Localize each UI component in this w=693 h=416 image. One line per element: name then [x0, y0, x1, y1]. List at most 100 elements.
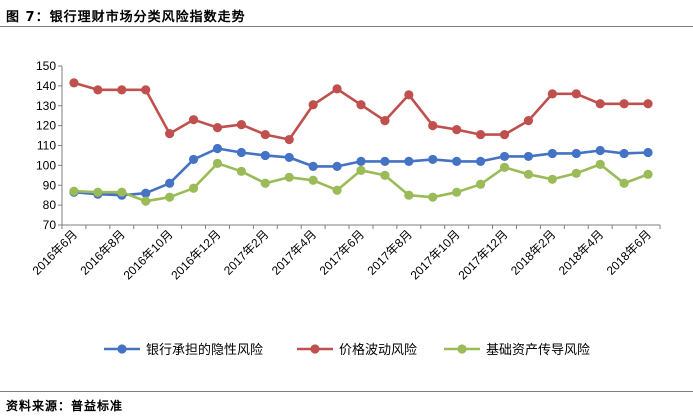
data-point: [571, 89, 581, 99]
data-point: [284, 134, 294, 145]
legend-label: 银行承担的隐性风险: [146, 342, 263, 358]
data-point: [117, 85, 127, 95]
data-point: [476, 129, 486, 140]
data-point: [380, 170, 390, 180]
data-point: [284, 152, 294, 163]
data-point: [643, 147, 653, 158]
x-tick-label: 2017年2月: [221, 227, 271, 277]
y-tick-label: 150: [36, 59, 56, 73]
data-point: [428, 154, 438, 165]
data-point: [141, 85, 151, 95]
data-point: [452, 156, 462, 166]
x-axis-labels: 2016年6月2016年8月2016年10月2016年12月2017年2月201…: [30, 227, 655, 282]
data-point: [308, 175, 318, 185]
data-point: [212, 143, 223, 154]
y-tick-label: 100: [36, 158, 56, 172]
legend-label: 基础资产传导风险: [486, 343, 590, 358]
x-tick-label: 2017年12月: [455, 227, 510, 282]
data-point: [188, 115, 199, 125]
data-point: [332, 161, 342, 171]
data-point: [404, 190, 414, 200]
y-tick-label: 80: [43, 198, 57, 212]
data-point: [260, 129, 270, 140]
axes: 70 80 90 100 110 120 130 140 150: [36, 59, 661, 232]
data-point: [499, 151, 510, 162]
x-tick-label: 2018年6月: [604, 227, 654, 277]
y-tick-label: 90: [43, 178, 57, 192]
y-tick-label: 110: [37, 139, 56, 153]
data-point: [165, 128, 175, 139]
series-markers: [69, 78, 653, 206]
data-point: [380, 156, 390, 166]
data-point: [619, 178, 629, 188]
data-point: [547, 89, 557, 99]
data-point: [212, 123, 223, 133]
legend-swatch-marker: [457, 344, 467, 354]
x-tick-label: 2016年8月: [77, 227, 127, 277]
data-point: [308, 100, 318, 110]
x-tick-label: 2017年6月: [317, 227, 367, 277]
data-point: [643, 99, 653, 109]
data-point: [619, 99, 629, 109]
data-point: [404, 90, 414, 100]
data-point: [595, 99, 605, 109]
legend-label: 价格波动风险: [339, 342, 417, 358]
data-point: [141, 196, 151, 206]
x-tick-label: 2017年8月: [364, 227, 414, 277]
data-point: [236, 120, 246, 130]
y-tick-label: 130: [36, 99, 56, 113]
legend: 银行承担的隐性风险 价格波动风险 基础资产传导风险: [104, 342, 590, 358]
data-point: [356, 165, 366, 175]
data-point: [571, 148, 581, 159]
legend-swatch-marker: [117, 344, 127, 354]
x-tick-label: 2017年4月: [269, 227, 319, 277]
data-point: [93, 85, 103, 95]
data-point: [332, 185, 342, 195]
data-point: [428, 192, 438, 202]
x-tick-label: 2018年4月: [556, 227, 606, 277]
data-point: [476, 179, 486, 189]
data-point: [571, 168, 581, 178]
data-point: [547, 174, 557, 184]
data-point: [165, 192, 175, 202]
x-tick-label: 2018年2月: [508, 227, 558, 277]
source-note: 资料来源：普益标准: [6, 399, 124, 413]
data-point: [356, 156, 366, 166]
data-point: [523, 116, 534, 126]
data-point: [165, 178, 175, 188]
y-tick-label: 120: [36, 119, 56, 133]
data-point: [236, 147, 246, 158]
data-point: [595, 145, 605, 156]
data-point: [523, 151, 534, 162]
data-point: [452, 125, 462, 135]
legend-swatch-marker: [310, 344, 320, 354]
x-tick-label: 2016年6月: [30, 227, 80, 277]
data-point: [117, 187, 127, 197]
data-point: [523, 169, 534, 179]
data-point: [499, 162, 510, 172]
x-tick-label: 2017年10月: [408, 227, 463, 282]
data-point: [595, 159, 605, 169]
x-tick-label: 2016年12月: [168, 227, 223, 282]
title-divider: [0, 26, 693, 27]
data-point: [260, 150, 270, 161]
data-point: [452, 187, 462, 197]
data-point: [236, 166, 246, 176]
data-point: [308, 161, 318, 171]
data-point: [619, 148, 629, 159]
data-point: [428, 121, 438, 131]
data-point: [260, 178, 270, 188]
data-point: [188, 154, 199, 165]
data-point: [643, 169, 653, 179]
data-point: [547, 148, 557, 159]
data-point: [499, 129, 510, 140]
data-point: [332, 84, 342, 94]
series-line-2: [73, 81, 648, 141]
data-point: [69, 78, 79, 88]
data-point: [141, 188, 151, 198]
data-point: [380, 116, 390, 126]
data-point: [188, 183, 199, 193]
data-point: [69, 186, 79, 196]
data-point: [212, 158, 223, 168]
